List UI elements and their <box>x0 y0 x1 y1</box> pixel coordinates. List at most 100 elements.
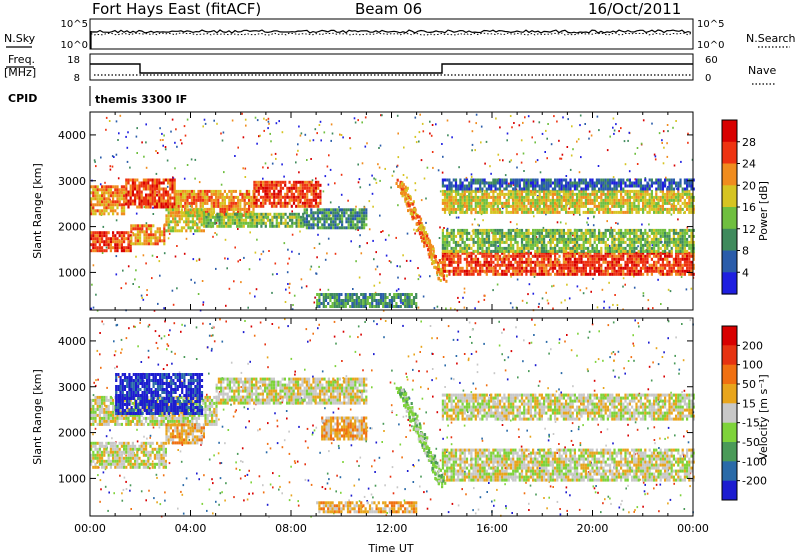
scatter-cell <box>195 259 198 262</box>
echo-cell <box>639 207 642 211</box>
echo-cell <box>604 192 607 196</box>
scatter-cell <box>468 120 471 123</box>
echo-cell <box>525 240 528 244</box>
echo-cell <box>591 263 594 267</box>
echo-cell <box>299 221 303 225</box>
echo-cell <box>299 186 302 190</box>
echo-cell <box>321 208 324 212</box>
echo-cell <box>518 263 521 267</box>
echo-cell <box>525 189 528 193</box>
echo-cell <box>446 184 449 188</box>
echo-cell <box>134 236 137 240</box>
echo-cell <box>525 228 528 232</box>
echo-cell <box>580 272 583 276</box>
echo-cell <box>668 240 671 244</box>
echo-cell <box>165 214 168 218</box>
echo-cell <box>655 195 658 199</box>
scatter-cell <box>546 299 549 302</box>
echo-cell <box>107 188 110 192</box>
echo-cell <box>675 240 678 244</box>
echo-cell <box>527 249 530 253</box>
echo-cell <box>463 178 466 182</box>
echo-cell <box>312 211 315 215</box>
echo-cell <box>690 269 693 273</box>
echo-cell <box>125 181 128 185</box>
echo-cell <box>479 201 482 205</box>
echo-cell <box>628 260 631 264</box>
echo-cell <box>664 198 667 202</box>
echo-cell <box>536 207 539 211</box>
echo-cell <box>589 254 592 258</box>
echo-cell <box>606 192 609 196</box>
echo-cell <box>624 266 627 270</box>
echo-cell <box>613 260 616 264</box>
echo-cell <box>598 269 601 273</box>
scatter-cell <box>202 303 204 306</box>
echo-cell <box>327 226 330 230</box>
scatter-cell <box>687 141 689 144</box>
echo-cell <box>284 212 287 216</box>
echo-cell <box>545 231 548 235</box>
echo-cell <box>481 249 484 253</box>
echo-cell <box>317 183 320 187</box>
echo-cell <box>686 269 689 273</box>
echo-cell <box>205 215 208 219</box>
echo-cell <box>523 260 526 264</box>
echo-cell <box>540 260 543 264</box>
echo-cell <box>253 180 256 184</box>
echo-cell <box>558 231 561 235</box>
echo-cell <box>498 231 502 235</box>
echo-cell <box>624 198 627 202</box>
echo-cell <box>169 187 172 191</box>
echo-cell <box>549 192 552 196</box>
echo-cell <box>485 254 488 258</box>
echo-cell <box>562 251 565 255</box>
echo-cell <box>690 210 693 214</box>
echo-cell <box>501 257 504 261</box>
echo-cell <box>470 198 473 202</box>
echo-cell <box>230 189 233 193</box>
freq-frame <box>89 53 694 81</box>
echo-cell <box>659 266 662 270</box>
echo-cell <box>463 204 466 208</box>
echo-cell <box>127 231 130 235</box>
echo-cell <box>545 207 548 211</box>
echo-cell <box>470 195 473 199</box>
scatter-cell <box>111 155 114 158</box>
echo-cell <box>604 257 607 261</box>
echo-cell <box>160 205 163 209</box>
echo-cell <box>236 212 239 216</box>
echo-cell <box>485 207 488 211</box>
echo-cell <box>347 226 350 230</box>
echo-cell <box>230 192 233 196</box>
scatter-cell <box>425 221 427 224</box>
echo-cell <box>657 246 660 250</box>
echo-cell <box>120 243 123 247</box>
echo-cell <box>584 254 587 258</box>
echo-cell <box>214 218 217 222</box>
echo-cell <box>94 243 97 247</box>
echo-cell <box>573 201 576 205</box>
echo-cell <box>494 246 497 250</box>
echo-cell <box>463 210 466 214</box>
echo-cell <box>668 231 671 235</box>
scatter-cell <box>585 287 588 290</box>
echo-cell <box>503 204 506 208</box>
echo-cell <box>138 184 141 188</box>
echo-cell <box>518 269 521 273</box>
scatter-cell <box>267 166 269 169</box>
echo-cell <box>681 266 684 270</box>
echo-cell <box>197 198 200 202</box>
scatter-cell <box>510 159 512 162</box>
echo-cell <box>657 198 660 202</box>
echo-cell <box>299 198 302 202</box>
echo-cell <box>450 251 453 255</box>
echo-cell <box>672 257 675 261</box>
scatter-cell <box>151 254 154 257</box>
echo-cell <box>683 272 686 276</box>
echo-cell <box>327 223 330 227</box>
echo-cell <box>664 195 667 199</box>
echo-cell <box>604 187 607 191</box>
echo-cell <box>655 266 658 270</box>
echo-cell <box>562 246 565 250</box>
